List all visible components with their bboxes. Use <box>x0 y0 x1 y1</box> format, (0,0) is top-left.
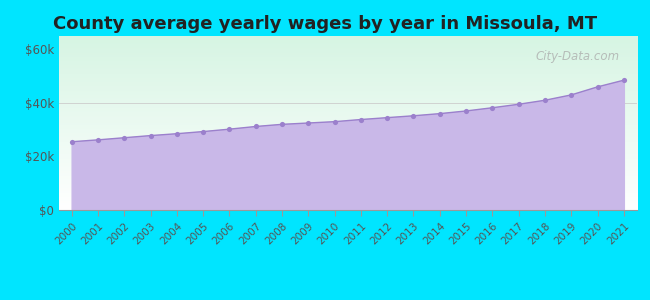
Point <box>93 137 103 142</box>
Point <box>303 121 313 125</box>
Point <box>277 122 287 127</box>
Point <box>198 129 208 134</box>
Point <box>146 133 156 138</box>
Text: City-Data.com: City-Data.com <box>536 50 619 63</box>
Point <box>382 115 393 120</box>
Point <box>435 111 445 116</box>
Text: County average yearly wages by year in Missoula, MT: County average yearly wages by year in M… <box>53 15 597 33</box>
Point <box>540 98 550 103</box>
Point <box>461 109 471 113</box>
Point <box>66 139 77 144</box>
Point <box>250 124 261 129</box>
Point <box>408 113 419 118</box>
Point <box>592 85 603 89</box>
Point <box>224 127 235 132</box>
Point <box>119 135 129 140</box>
Point <box>619 78 629 82</box>
Point <box>172 131 182 136</box>
Point <box>488 105 498 110</box>
Point <box>356 117 366 122</box>
Point <box>330 119 340 124</box>
Point <box>566 92 577 97</box>
Point <box>514 102 524 107</box>
